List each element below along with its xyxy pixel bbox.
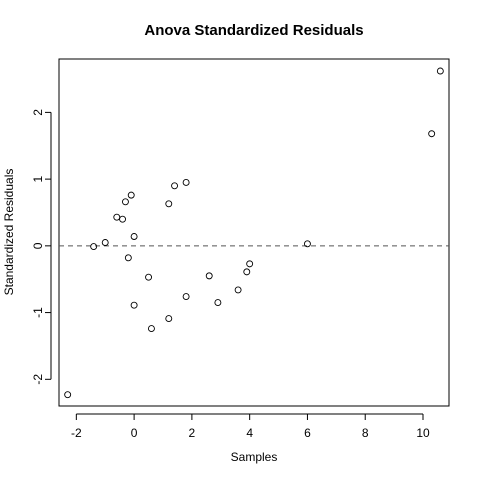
data-point [130,233,138,240]
data-point [436,67,444,75]
data-point [64,391,72,399]
data-point [101,239,109,246]
data-point [182,179,190,186]
y-axis-label: Standardized Residuals [2,169,16,296]
data-point [147,325,155,333]
data-point [165,200,173,208]
x-tick-label: 2 [189,426,196,440]
data-points [64,67,444,399]
y-axis: -2 -1 0 1 2 [31,109,52,385]
y-tick-label: 1 [31,175,45,182]
y-tick-label: -2 [31,374,45,385]
y-tick-label: 2 [31,109,45,116]
data-point [90,243,98,250]
data-point [113,213,121,221]
x-tick-label: -2 [71,426,82,440]
x-tick-label: 4 [246,426,253,440]
x-axis: -2 0 2 4 6 8 10 [71,413,430,440]
data-point [243,268,251,276]
x-tick-label: 10 [416,426,430,440]
data-point [124,254,132,262]
x-tick-label: 6 [304,426,311,440]
y-tick-label: -1 [31,307,45,318]
y-tick-label: 0 [31,242,45,249]
data-point [171,182,179,190]
x-axis-label: Samples [231,450,278,464]
data-point [121,198,129,206]
x-tick-label: 0 [131,426,138,440]
data-point [205,272,213,280]
data-point [127,191,135,199]
data-point [303,240,311,248]
chart-title: Anova Standardized Residuals [144,22,363,39]
data-point [130,301,138,309]
data-point [165,315,173,323]
data-point [214,299,222,307]
data-point [234,286,242,294]
data-point [182,293,190,301]
x-tick-label: 8 [362,426,369,440]
data-point [119,215,127,223]
data-point [428,130,436,138]
data-point [246,260,254,268]
data-point [145,273,153,281]
plot-frame [58,58,450,407]
